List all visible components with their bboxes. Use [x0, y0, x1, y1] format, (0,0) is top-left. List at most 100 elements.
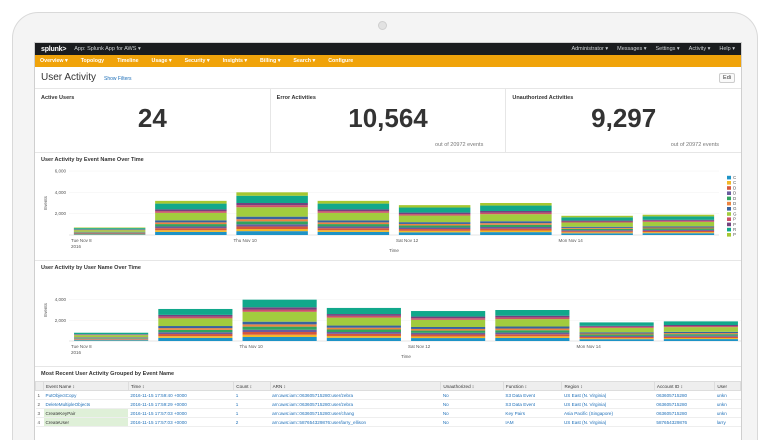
table-cell[interactable]: CreateUser [43, 417, 129, 427]
bar-segment [411, 328, 486, 331]
table-row[interactable]: 1 PutObjectCopy 2016-11-15 17:59:40 +0000 1… [35, 390, 741, 400]
column-header[interactable]: User [714, 381, 741, 391]
kpi-title: Unauthorized Activities [512, 95, 574, 101]
menu-help[interactable]: Help ▾ [719, 46, 735, 52]
y-tick-label: 2,000 [55, 211, 67, 216]
legend-swatch [727, 186, 731, 190]
nav-insights[interactable]: Insights ▾ [222, 58, 248, 64]
bar-segment [495, 336, 570, 338]
y-tick-label: 4,000 [55, 297, 67, 302]
bar-segment [411, 319, 486, 327]
bar-segment [398, 214, 471, 216]
table-cell: IAM [503, 417, 562, 427]
bar-segment [561, 230, 633, 232]
x-tick-label: Mon Nov 14 [559, 238, 584, 243]
table-cell: unkn [714, 399, 741, 409]
table-cell[interactable]: CreateKeyPair [43, 408, 129, 418]
kpi-subtext: out of 20972 events [435, 142, 484, 148]
legend-swatch [727, 191, 731, 195]
column-header[interactable]: Account ID ↕ [653, 381, 716, 391]
bar-segment [317, 220, 390, 223]
table-cell[interactable]: PutObjectCopy [43, 390, 129, 400]
bar-segment [158, 328, 233, 330]
nav-billing[interactable]: Billing ▾ [260, 58, 281, 64]
table-cell[interactable]: DeleteMultipleObjects [43, 399, 129, 409]
table-cell: 3 [35, 408, 44, 418]
table-row[interactable]: 4 CreateUser 2016-11-15 17:57:03 +0000 2 arn… [35, 417, 741, 427]
column-header[interactable]: Function ↕ [502, 381, 563, 391]
bar-segment [158, 336, 233, 338]
bar-segment [480, 228, 552, 231]
bar-segment [495, 315, 570, 318]
edit-button[interactable]: Edi [719, 72, 735, 83]
bar-segment [398, 215, 471, 223]
bar-segment [411, 332, 486, 335]
legend-swatch [727, 222, 731, 227]
bar-segment [155, 209, 227, 212]
nav-configure[interactable]: Configure [328, 58, 354, 64]
legend-label: D [733, 191, 737, 196]
bar-segment [317, 228, 390, 231]
bar-segment [74, 339, 149, 340]
legend-label: C [733, 180, 737, 185]
app-screen: splunk> App: Splunk App for AWS ▾ Admini… [34, 42, 742, 440]
bar-segment [74, 338, 149, 339]
nav-timeline[interactable]: Timeline [117, 58, 139, 64]
menu-messages[interactable]: Messages ▾ [617, 46, 647, 52]
table-cell[interactable]: arn:aws:iam::063605715280:user/zebra [270, 399, 441, 409]
column-header[interactable]: Count ↕ [233, 381, 271, 391]
legend-label: P [733, 232, 736, 237]
x-tick-label: Sat Nov 12 [408, 344, 431, 349]
menu-administrator[interactable]: Administrator ▾ [571, 46, 609, 52]
bar-segment [480, 232, 552, 235]
table-cell[interactable]: arn:aws:iam::063605715280:user/chang [270, 408, 441, 418]
column-header[interactable]: ARN ↕ [269, 381, 442, 391]
bar-segment [411, 330, 486, 333]
bar-segment [236, 195, 308, 203]
table-cell: US East (N. Virginia) [561, 390, 655, 400]
nav-security[interactable]: Security ▾ [184, 58, 210, 64]
bar-segment [561, 232, 633, 234]
bar-segment [398, 223, 471, 226]
bar-segment [74, 332, 149, 335]
kpi-active-users: Active Users 24 [35, 89, 271, 152]
bar-segment [642, 226, 715, 228]
splunk-logo[interactable]: splunk> [41, 45, 67, 53]
bar-segment [561, 221, 633, 223]
bar-segment [663, 324, 738, 327]
bar-segment [411, 311, 486, 317]
nav-search[interactable]: Search ▾ [293, 58, 316, 64]
bar-segment [242, 336, 317, 341]
bar-segment [242, 329, 317, 333]
nav-topology[interactable]: Topology [80, 58, 105, 64]
bar-segment [561, 233, 633, 235]
bar-segment [561, 215, 633, 218]
x-tick-label: Thu Nov 10 [240, 344, 264, 349]
column-header[interactable]: Region ↕ [561, 381, 655, 391]
bar-segment [317, 203, 390, 210]
menu-settings[interactable]: Settings ▾ [655, 46, 680, 52]
column-header[interactable]: Unauthorized ↕ [440, 381, 504, 391]
x-tick-label: 2016 [71, 350, 82, 355]
table-row[interactable]: 2 DeleteMultipleObjects 2016-11-15 17:59:2… [35, 399, 741, 409]
table-cell: Asia Pacific (Singapore) [561, 408, 655, 418]
y-tick-label: 2,000 [55, 318, 67, 323]
bar-segment [158, 318, 233, 327]
column-header[interactable]: Event Name ↕ [43, 381, 129, 391]
table-cell: No [440, 399, 504, 409]
table-cell[interactable]: arn:aws:iam::587654329876:user/larry_ell… [270, 417, 441, 427]
table-cell: 063605715280 [654, 408, 715, 418]
nav-usage[interactable]: Usage ▾ [151, 58, 172, 64]
bar-segment [73, 230, 146, 232]
column-header[interactable] [35, 381, 44, 391]
legend-label: D [733, 196, 737, 201]
show-filters-link[interactable]: Show Filters [104, 75, 132, 82]
menu-activity[interactable]: Activity ▾ [688, 46, 711, 52]
table-cell[interactable]: arn:aws:iam::063605715280:user/zebra [270, 390, 441, 400]
table-row[interactable]: 3 CreateKeyPair 2016-11-15 17:57:03 +0000 1… [35, 408, 741, 418]
bar-segment [317, 209, 390, 212]
app-selector[interactable]: App: Splunk App for AWS ▾ [74, 46, 141, 52]
nav-overview[interactable]: Overview ▾ [40, 58, 68, 64]
column-header[interactable]: Time ↕ [127, 381, 235, 391]
